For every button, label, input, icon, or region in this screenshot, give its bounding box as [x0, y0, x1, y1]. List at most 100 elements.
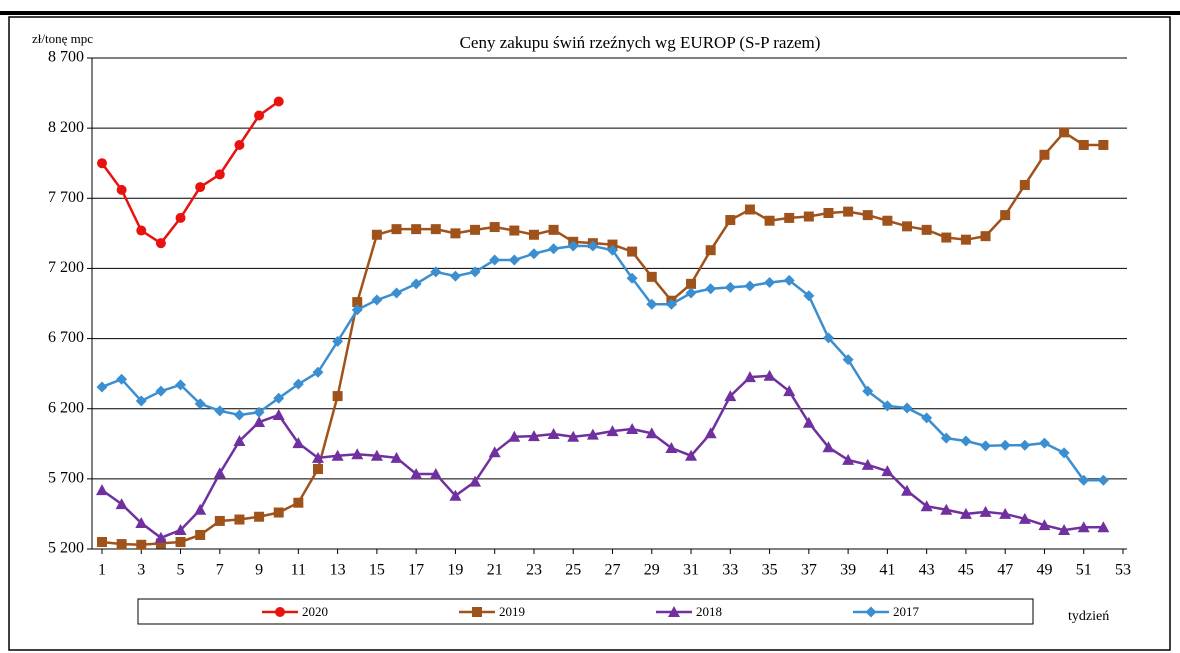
data-point — [862, 385, 874, 397]
data-point — [293, 497, 304, 508]
data-point — [920, 500, 933, 512]
data-point — [999, 507, 1012, 519]
x-tick-label: 45 — [958, 562, 974, 579]
x-tick-label: 53 — [1115, 562, 1131, 579]
data-point — [469, 475, 482, 487]
data-point — [1078, 139, 1089, 150]
x-tick-label: 39 — [840, 562, 856, 579]
data-point — [881, 465, 894, 477]
data-point — [194, 398, 206, 410]
data-point — [567, 430, 580, 442]
y-tick-label: 8 700 — [48, 49, 84, 66]
data-point — [743, 371, 756, 383]
data-point — [508, 430, 521, 442]
x-tick-label: 41 — [879, 562, 895, 579]
data-point — [488, 446, 501, 458]
data-point — [959, 507, 972, 519]
data-point — [135, 395, 147, 407]
x-tick-label: 3 — [137, 562, 145, 579]
data-point — [234, 139, 245, 150]
data-point — [351, 448, 364, 460]
data-point — [195, 182, 206, 193]
data-point — [332, 335, 344, 347]
legend-label: 2020 — [302, 604, 328, 619]
data-point — [135, 517, 148, 529]
x-tick-label: 49 — [1036, 562, 1052, 579]
data-point — [273, 392, 285, 404]
data-point — [410, 467, 423, 479]
data-point — [312, 464, 323, 475]
data-point — [234, 514, 245, 525]
data-point — [115, 498, 128, 510]
series-line — [101, 244, 1104, 482]
legend-label: 2017 — [893, 604, 920, 619]
x-tick-label: 21 — [487, 562, 503, 579]
data-point — [725, 215, 736, 226]
data-point — [96, 381, 108, 393]
legend-marker — [275, 607, 285, 617]
data-point — [430, 266, 442, 278]
data-point — [527, 430, 540, 442]
x-tick-label: 35 — [762, 562, 778, 579]
data-point — [1059, 127, 1070, 138]
data-point — [606, 425, 619, 437]
y-tick-label: 8 200 — [48, 119, 84, 136]
data-point — [213, 467, 226, 479]
data-point — [626, 423, 639, 435]
data-point — [645, 427, 658, 439]
data-point — [724, 281, 736, 293]
x-tick-label: 43 — [919, 562, 935, 579]
data-point — [449, 270, 461, 282]
data-point — [292, 378, 304, 390]
data-point — [802, 416, 815, 428]
data-point — [784, 212, 795, 223]
data-point — [175, 212, 186, 223]
data-point — [489, 254, 501, 266]
legend-box — [137, 598, 1034, 625]
data-point — [371, 229, 382, 240]
data-point — [136, 225, 147, 236]
data-point — [704, 427, 717, 439]
data-point — [449, 489, 462, 501]
x-tick-label: 47 — [997, 562, 1013, 579]
x-tick-label: 9 — [255, 562, 263, 579]
data-point — [940, 432, 952, 444]
data-point — [1078, 474, 1090, 486]
data-point — [646, 298, 658, 310]
data-point — [174, 524, 187, 536]
series-line — [100, 100, 280, 245]
data-point — [332, 391, 343, 402]
data-point — [233, 434, 246, 446]
x-tick-label: 33 — [722, 562, 738, 579]
data-point — [155, 385, 167, 397]
data-point — [97, 158, 107, 169]
data-point — [822, 332, 834, 344]
data-point — [902, 221, 913, 232]
data-point — [1058, 524, 1071, 536]
data-point — [391, 287, 403, 299]
data-point — [1018, 512, 1031, 524]
data-point — [509, 225, 520, 236]
data-point — [665, 298, 677, 310]
chart-title: Ceny zakupu świń rzeźnych wg EUROP (S-P … — [460, 33, 821, 52]
data-point — [214, 515, 225, 526]
y-tick-label: 7 700 — [48, 189, 84, 206]
data-point — [724, 390, 737, 402]
data-point — [803, 290, 815, 302]
data-point — [528, 229, 539, 240]
data-point — [999, 439, 1011, 451]
x-tick-label: 23 — [526, 562, 542, 579]
data-point — [97, 536, 107, 547]
data-point — [862, 210, 873, 221]
data-point — [646, 271, 657, 282]
x-tick-label: 31 — [683, 562, 699, 579]
data-point — [155, 238, 166, 249]
y-tick-label: 6 700 — [48, 329, 84, 346]
data-point — [822, 441, 835, 453]
data-point — [842, 453, 855, 465]
data-point — [901, 402, 913, 414]
data-point — [607, 244, 618, 256]
data-point — [1097, 521, 1110, 533]
data-point — [1098, 139, 1109, 150]
